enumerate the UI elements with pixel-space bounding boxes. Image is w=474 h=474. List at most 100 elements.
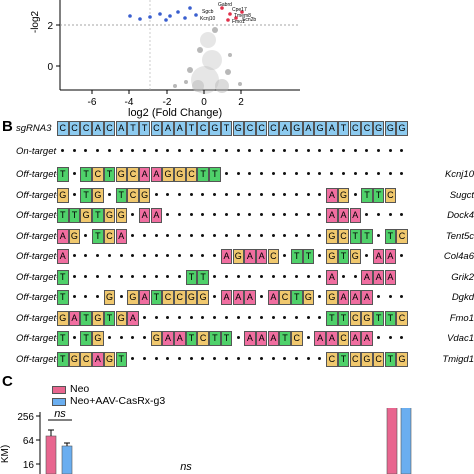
nucleotide-cell: G xyxy=(115,208,127,223)
match-dot xyxy=(142,356,146,360)
match-dot xyxy=(178,233,181,237)
nucleotide-cell: T xyxy=(361,187,373,203)
match-dot xyxy=(306,336,310,339)
nucleotide-cell: T xyxy=(384,351,397,367)
nucleotide-cell: G xyxy=(162,167,174,182)
nucleotide-cell: G xyxy=(103,208,116,223)
nucleotide-cell: G xyxy=(372,121,385,136)
match-dot xyxy=(318,254,322,257)
nucleotide-cell: G xyxy=(396,351,408,367)
nucleotide-cell: A xyxy=(361,290,373,305)
match-dot xyxy=(201,233,205,237)
match-dot xyxy=(306,192,310,196)
match-dot xyxy=(306,149,310,152)
match-dot xyxy=(154,315,158,319)
match-dot xyxy=(189,213,193,216)
gene-label-6: Scn2b xyxy=(242,17,256,23)
nucleotide-cell: C xyxy=(267,249,280,264)
down-regulated-points xyxy=(128,6,198,22)
match-dot xyxy=(224,192,228,196)
nucleotide-cell: A xyxy=(220,249,233,264)
legend-swatch-neo xyxy=(52,386,66,394)
nucleotide-cell: G xyxy=(115,310,127,326)
nucleotide-cell: A xyxy=(244,331,256,346)
match-dot xyxy=(84,274,88,278)
match-dot xyxy=(318,192,322,196)
nucleotide-cell: A xyxy=(162,121,174,136)
match-dot xyxy=(236,172,240,175)
match-dot xyxy=(96,254,100,257)
nucleotide-cell: T xyxy=(92,228,104,244)
off-target-gene: Dock4 xyxy=(447,210,474,221)
match-dot xyxy=(166,213,170,216)
nucleotide-cell: A xyxy=(279,121,291,136)
expression-bar-chart: 256 64 16 KM) ns ns xyxy=(0,408,412,474)
match-dot xyxy=(84,233,88,237)
off-target-gene: Sugct xyxy=(449,189,474,201)
nucleotide-cell: A xyxy=(255,331,268,346)
nucleotide-cell: G xyxy=(80,208,92,223)
gene-label-3: Cpe17 xyxy=(232,7,247,13)
legend-label-neo: Neo xyxy=(70,383,90,395)
nucleotide-cell: A xyxy=(57,228,69,244)
nucleotide-cell: A xyxy=(115,228,127,244)
nucleotide-cell: T xyxy=(92,208,104,223)
match-dot xyxy=(283,233,287,237)
nucleotide-cell: T xyxy=(372,310,385,326)
match-dot xyxy=(248,233,252,237)
match-dot xyxy=(189,233,193,237)
match-dot xyxy=(341,172,345,175)
nucleotide-cell: G xyxy=(326,249,338,264)
nucleotide-cell: G xyxy=(326,290,338,305)
match-dot xyxy=(271,315,275,319)
bar-neo-1 xyxy=(45,435,57,474)
nucleotide-cell: C xyxy=(80,121,92,136)
nucleotide-cell: G xyxy=(57,310,69,326)
match-dot xyxy=(166,315,170,319)
nucleotide-cell: T xyxy=(185,121,198,136)
nucleotide-cell: A xyxy=(337,208,350,223)
match-dot xyxy=(166,149,170,152)
match-dot xyxy=(259,315,263,319)
match-dot xyxy=(306,213,310,216)
match-dot xyxy=(283,254,287,257)
nucleotide-cell: G xyxy=(92,310,104,326)
nucleotide-cell: T xyxy=(291,249,303,264)
match-dot xyxy=(318,356,322,360)
match-dot xyxy=(259,192,263,196)
off-target-gene: Grik2 xyxy=(451,271,474,283)
match-dot xyxy=(119,336,123,339)
nucleotide-cell: T xyxy=(220,121,233,136)
nucleotide-cell: T xyxy=(361,228,373,244)
match-dot xyxy=(107,274,111,278)
nucleotide-cell: G xyxy=(138,187,151,203)
nucleotide-cell: T xyxy=(57,351,69,367)
match-dot xyxy=(295,213,298,216)
nucleotide-cell: T xyxy=(80,310,92,326)
match-dot xyxy=(376,213,380,216)
match-dot xyxy=(131,274,135,278)
match-dot xyxy=(166,274,170,278)
nucleotide-cell: C xyxy=(197,331,209,346)
match-dot xyxy=(213,192,217,196)
nucleotide-cell: T xyxy=(209,331,221,346)
match-dot xyxy=(142,149,146,152)
match-dot xyxy=(306,356,310,360)
match-dot xyxy=(201,254,205,257)
nucleotide-cell: A xyxy=(372,269,385,285)
nucleotide-cell: C xyxy=(244,121,256,136)
nucleotide-cell: A xyxy=(162,331,174,346)
nucleotide-cell: T xyxy=(138,121,151,136)
nucleotide-cell: T xyxy=(68,208,81,223)
off-target-label: Off-target-2 xyxy=(16,189,65,201)
off-target-label: Off-target-5 xyxy=(16,251,65,262)
nucleotide-cell: A xyxy=(92,121,104,136)
nucleotide-cell: A xyxy=(232,290,244,305)
match-dot xyxy=(306,274,310,278)
match-dot xyxy=(248,149,252,152)
match-dot xyxy=(248,315,252,319)
match-dot xyxy=(131,233,135,237)
nucleotide-cell: C xyxy=(197,121,209,136)
nucleotide-cell: A xyxy=(337,290,350,305)
nucleotide-cell: A xyxy=(267,331,280,346)
